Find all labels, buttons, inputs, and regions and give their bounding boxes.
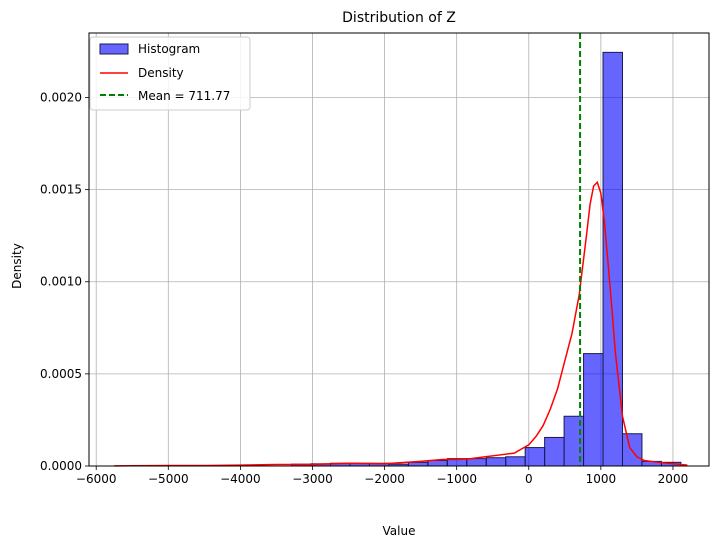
x-tick-label: −6000 xyxy=(76,472,117,486)
x-tick-label: −4000 xyxy=(220,472,261,486)
legend-density-label: Density xyxy=(138,66,184,80)
y-tick-label: 0.0010 xyxy=(40,275,82,289)
chart-title: Distribution of Z xyxy=(342,10,456,26)
x-ticks: −6000 −5000 −4000 −3000 −2000 −1000 0 1000 2000 xyxy=(76,466,688,486)
x-tick-label: −5000 xyxy=(148,472,189,486)
x-tick-label: 1000 xyxy=(586,472,617,486)
y-tick-label: 0.0020 xyxy=(40,90,82,104)
histogram-bar xyxy=(602,51,623,467)
histogram-bar xyxy=(583,353,604,467)
histogram-bar xyxy=(544,436,565,467)
legend-box xyxy=(89,36,251,111)
density-curve xyxy=(114,180,688,467)
histogram-bar xyxy=(505,456,526,467)
x-tick-label: 2000 xyxy=(658,472,689,486)
histogram-bar xyxy=(524,447,546,467)
y-ticks: 0.0000 0.0005 0.0010 0.0015 0.0020 xyxy=(40,90,89,473)
legend-histogram-label: Histogram xyxy=(138,42,200,56)
density-curve-group xyxy=(114,180,688,467)
histogram-bar xyxy=(466,458,487,467)
legend: Histogram Density Mean = 711.77 xyxy=(89,36,251,111)
histogram-bar xyxy=(427,459,448,467)
y-tick-label: 0.0005 xyxy=(40,367,82,381)
x-tick-label: −2000 xyxy=(364,472,405,486)
histogram-bars xyxy=(291,51,682,467)
y-axis-label: Density xyxy=(10,243,24,289)
histogram-bar xyxy=(485,457,507,467)
x-tick-label: −1000 xyxy=(436,472,477,486)
y-tick-label: 0.0000 xyxy=(40,459,82,473)
y-tick-label: 0.0015 xyxy=(40,183,82,197)
x-axis-label: Value xyxy=(383,524,416,538)
plot-frame xyxy=(88,32,710,467)
x-tick-label: 0 xyxy=(525,472,533,486)
histogram-bar xyxy=(407,461,429,467)
legend-histogram-swatch xyxy=(99,43,129,55)
x-tick-label: −3000 xyxy=(292,472,333,486)
legend-mean-label: Mean = 711.77 xyxy=(138,89,230,103)
